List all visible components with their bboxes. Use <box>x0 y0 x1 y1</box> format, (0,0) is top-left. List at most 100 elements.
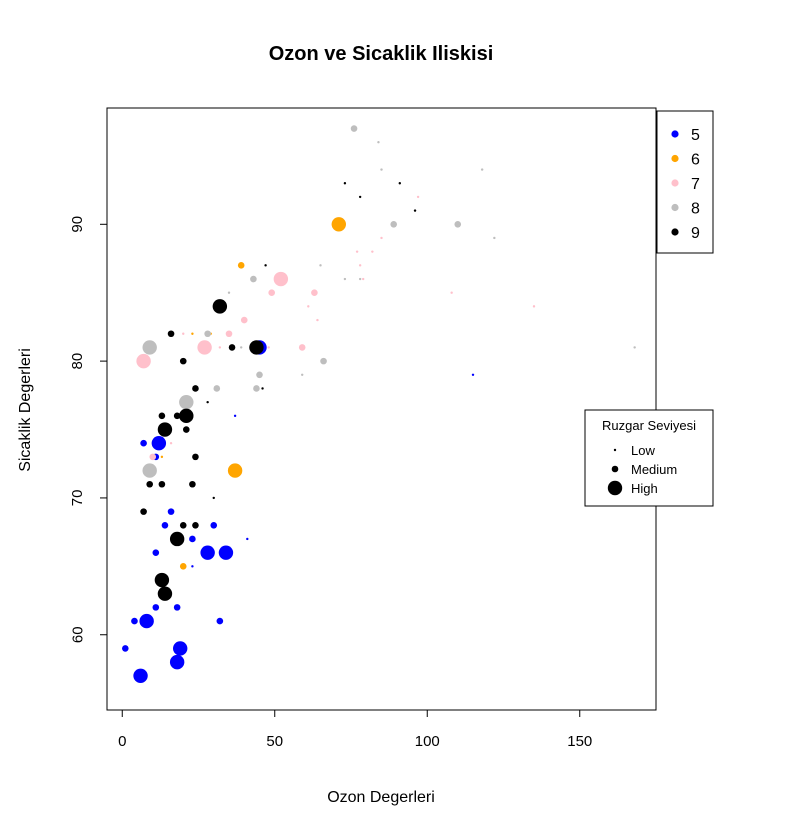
data-point-month-9 <box>179 521 187 529</box>
data-point-month-7 <box>316 318 319 322</box>
data-point-month-5 <box>167 508 175 515</box>
y-tick-label: 80 <box>69 353 86 370</box>
data-point-month-7 <box>532 305 536 308</box>
data-point-month-8 <box>480 168 484 171</box>
data-point-month-7 <box>197 340 212 355</box>
month-legend-marker <box>671 154 679 163</box>
data-point-month-7 <box>240 316 248 324</box>
data-point-month-8 <box>380 168 383 171</box>
data-point-month-7 <box>355 250 359 253</box>
data-point-month-9 <box>158 480 166 488</box>
data-point-month-5 <box>471 373 475 376</box>
data-point-month-9 <box>206 400 209 404</box>
data-point-month-9 <box>154 572 170 588</box>
wind-legend: Ruzgar Seviyesi Low Medium High <box>584 409 714 507</box>
data-point-month-8 <box>179 394 194 410</box>
data-point-month-8 <box>377 141 380 144</box>
data-point-month-9 <box>179 357 187 365</box>
data-point-month-8 <box>350 125 358 132</box>
data-point-month-7 <box>273 271 289 287</box>
data-point-month-5 <box>216 617 224 625</box>
data-point-month-8 <box>301 373 304 376</box>
data-point-month-7 <box>182 332 185 335</box>
data-point-month-9 <box>264 264 267 267</box>
data-point-month-7 <box>380 236 383 240</box>
month-legend-label: 8 <box>691 201 700 218</box>
data-point-month-9 <box>189 480 196 488</box>
wind-legend-marker <box>613 448 617 452</box>
data-point-month-6 <box>179 563 187 570</box>
data-point-month-5 <box>131 617 138 625</box>
data-point-month-9 <box>146 480 153 488</box>
data-point-month-7 <box>298 344 306 351</box>
x-tick-label: 150 <box>567 733 592 750</box>
data-point-month-6 <box>237 262 245 269</box>
data-point-month-8 <box>250 275 257 283</box>
plot-frame <box>106 107 657 711</box>
wind-legend-label: Low <box>631 443 655 458</box>
data-point-month-7 <box>136 353 151 369</box>
month-legend: 5 6 7 8 9 <box>656 110 714 254</box>
data-point-month-9 <box>261 387 264 390</box>
data-point-month-6 <box>227 463 243 478</box>
month-legend-marker <box>671 179 679 187</box>
data-point-month-8 <box>253 385 260 392</box>
wind-legend-label: Medium <box>631 462 677 477</box>
month-legend-label: 6 <box>691 152 700 169</box>
data-point-month-9 <box>169 531 185 547</box>
chart-title: Ozon ve Sicaklik Iliskisi <box>269 43 494 65</box>
data-point-month-8 <box>256 371 263 379</box>
data-point-month-5 <box>139 613 154 629</box>
y-axis: 60 70 80 90 <box>69 216 107 643</box>
data-point-month-7 <box>169 442 173 445</box>
data-point-month-5 <box>133 668 148 683</box>
data-point-month-5 <box>246 537 249 541</box>
y-axis-title: Sicaklik Degerleri <box>17 348 34 472</box>
data-point-month-8 <box>213 385 221 392</box>
month-legend-box <box>656 110 714 254</box>
data-point-month-8 <box>454 220 462 228</box>
month-legend-label: 7 <box>691 176 700 193</box>
data-point-month-7 <box>371 250 374 253</box>
data-point-month-9 <box>157 586 173 601</box>
data-point-month-9 <box>192 521 199 529</box>
data-point-month-5 <box>173 604 181 611</box>
x-tick-label: 100 <box>415 733 440 750</box>
data-point-month-8 <box>204 330 211 338</box>
wind-legend-marker <box>607 480 623 496</box>
data-point-month-9 <box>228 344 236 351</box>
data-point-month-7 <box>450 291 453 294</box>
data-point-month-6 <box>331 217 346 232</box>
x-axis: 0 50 100 150 <box>118 710 592 750</box>
data-point-month-9 <box>398 182 401 185</box>
data-point-month-8 <box>320 357 327 365</box>
data-point-month-9 <box>358 195 362 199</box>
data-point-month-5 <box>161 521 169 529</box>
data-point-month-7 <box>267 346 270 349</box>
data-point-month-5 <box>152 604 160 611</box>
data-point-month-7 <box>358 264 362 267</box>
data-point-month-9 <box>183 426 190 433</box>
data-point-month-5 <box>218 545 234 560</box>
data-point-month-9 <box>249 340 264 355</box>
data-point-month-5 <box>210 521 218 529</box>
data-point-month-8 <box>319 264 322 267</box>
data-point-month-6 <box>160 455 164 459</box>
data-point-month-9 <box>343 182 347 185</box>
data-point-month-8 <box>390 220 398 228</box>
y-tick-label: 90 <box>69 216 86 233</box>
y-tick-label: 70 <box>69 490 86 507</box>
data-point-month-8 <box>358 277 362 281</box>
data-point-month-5 <box>140 439 147 447</box>
month-legend-marker <box>671 203 679 212</box>
data-point-month-5 <box>173 641 188 656</box>
data-point-month-9 <box>167 330 175 338</box>
data-point-month-5 <box>233 414 237 418</box>
data-point-month-9 <box>140 508 147 515</box>
data-point-month-8 <box>493 236 496 240</box>
wind-legend-box <box>584 409 714 507</box>
data-point-month-7 <box>307 305 310 308</box>
data-point-month-5 <box>152 549 160 556</box>
y-tick-label: 60 <box>69 626 86 643</box>
